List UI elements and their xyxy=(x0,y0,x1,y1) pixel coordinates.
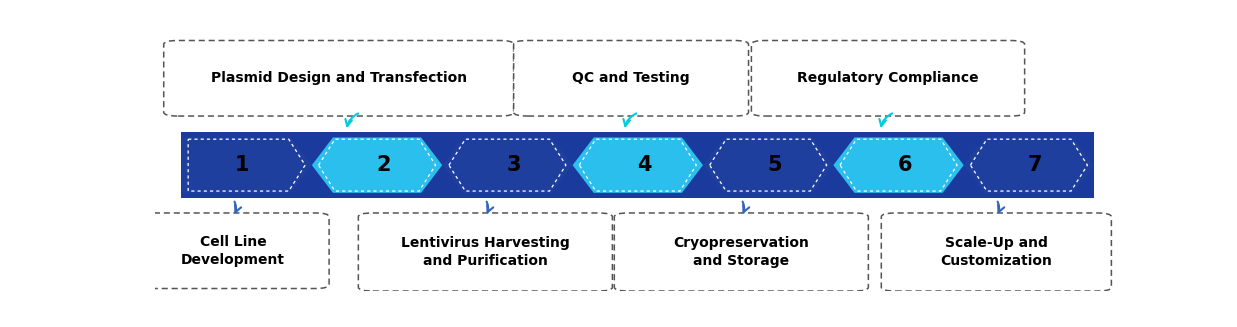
Text: QC and Testing: QC and Testing xyxy=(573,71,690,85)
Text: 3: 3 xyxy=(506,155,521,175)
Polygon shape xyxy=(703,137,834,193)
FancyBboxPatch shape xyxy=(163,41,513,116)
Text: Regulatory Compliance: Regulatory Compliance xyxy=(797,71,978,85)
Text: 6: 6 xyxy=(898,155,912,175)
Polygon shape xyxy=(312,137,443,193)
Polygon shape xyxy=(182,137,312,193)
Text: 7: 7 xyxy=(1028,155,1043,175)
Text: Lentivirus Harvesting
and Purification: Lentivirus Harvesting and Purification xyxy=(401,236,570,268)
Text: Scale-Up and
Customization: Scale-Up and Customization xyxy=(940,236,1053,268)
FancyBboxPatch shape xyxy=(513,41,748,116)
Bar xyxy=(182,132,1094,198)
Text: 4: 4 xyxy=(637,155,652,175)
FancyBboxPatch shape xyxy=(137,213,329,288)
Polygon shape xyxy=(573,137,703,193)
Text: Cell Line
Development: Cell Line Development xyxy=(182,234,286,267)
FancyBboxPatch shape xyxy=(881,213,1111,291)
Text: Plasmid Design and Transfection: Plasmid Design and Transfection xyxy=(210,71,466,85)
FancyBboxPatch shape xyxy=(615,213,868,291)
Polygon shape xyxy=(964,137,1095,193)
Text: 5: 5 xyxy=(767,155,782,175)
Polygon shape xyxy=(834,137,964,193)
Polygon shape xyxy=(443,137,573,193)
FancyBboxPatch shape xyxy=(359,213,612,291)
Text: 1: 1 xyxy=(234,155,249,175)
FancyBboxPatch shape xyxy=(751,41,1024,116)
Text: Cryopreservation
and Storage: Cryopreservation and Storage xyxy=(673,236,809,268)
Text: 2: 2 xyxy=(376,155,391,175)
